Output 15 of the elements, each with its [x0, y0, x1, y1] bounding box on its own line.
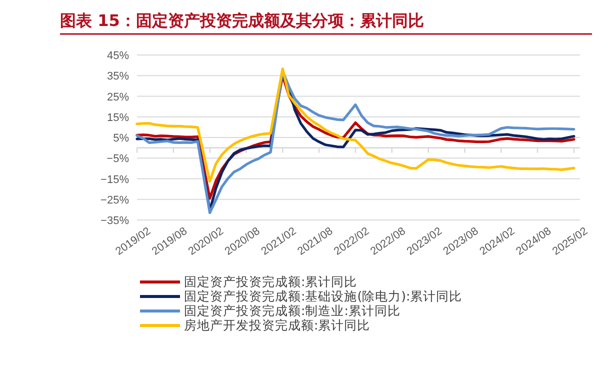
y-tick-label: 5% [113, 132, 130, 144]
legend-label: 固定资产投资完成额:累计同比 [184, 274, 358, 289]
y-tick-label: −25% [100, 194, 130, 206]
y-tick-label: −5% [106, 153, 130, 166]
y-tick-label: 25% [106, 91, 130, 104]
y-tick-label: −35% [100, 215, 130, 227]
y-tick-label: −15% [100, 174, 130, 186]
legend-label: 固定资产投资完成额:基础设施(除电力):累计同比 [184, 288, 462, 304]
legend-label: 固定资产投资完成额:制造业:累计同比 [184, 303, 400, 318]
chart-title: 图表 15：固定资产投资完成额及其分项：累计同比 [60, 11, 424, 30]
legend-label: 房地产开发投资完成额:累计同比 [184, 318, 370, 332]
y-tick-label: 45% [106, 50, 130, 62]
y-tick-label: 35% [106, 70, 130, 83]
y-tick-label: 15% [106, 112, 130, 124]
line-series [136, 68, 576, 183]
